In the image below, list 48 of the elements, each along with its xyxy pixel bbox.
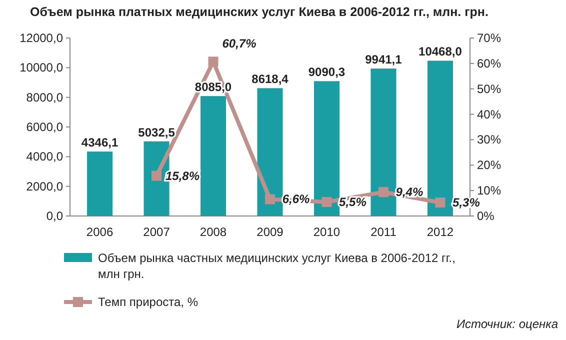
y-tick-label: 6000,0 [26, 120, 64, 134]
bar [427, 60, 453, 216]
point [152, 170, 162, 181]
legend-label: Темп прироста, % [98, 295, 198, 309]
x-tick-label: 2010 [313, 225, 340, 239]
x-tick-label: 2006 [86, 225, 114, 239]
x-tick-label: 2011 [370, 225, 397, 239]
data-label: 60,7% [222, 36, 257, 51]
data-label: 8618,4 [252, 72, 289, 86]
y2-tick-label: 20% [477, 158, 502, 172]
bar [314, 81, 340, 216]
data-label: 4346,1 [81, 136, 118, 150]
bar [370, 68, 396, 216]
point [208, 56, 218, 67]
y-tick-label: 12000,0 [20, 31, 64, 45]
data-label: 10468,0 [418, 44, 462, 59]
data-label: 5,5% [339, 195, 367, 210]
bar [200, 96, 226, 216]
x-tick-label: 2009 [256, 225, 284, 239]
y2-tick-label: 0% [477, 209, 495, 223]
y-tick-label: 10000,0 [20, 60, 64, 75]
data-label: 5032,5 [138, 125, 176, 140]
legend-label: Объем рынка частных медицинских услуг Киева в 2006-2012 гг., млн грн. [98, 251, 456, 281]
data-label: 9941,1 [365, 52, 402, 67]
data-label: 9090,3 [308, 65, 346, 80]
y2-tick-label: 30% [477, 132, 502, 147]
y2-tick-label: 50% [477, 82, 502, 96]
y2-tick-label: 60% [477, 56, 502, 70]
point [322, 197, 332, 208]
y-tick-label: 4000,0 [26, 150, 64, 164]
y2-tick-label: 40% [477, 107, 502, 122]
x-tick-label: 2007 [143, 225, 170, 239]
y-tick-label: 2000,0 [26, 179, 64, 194]
data-label: 9,4% [396, 185, 424, 200]
x-tick-label: 2008 [200, 225, 227, 239]
data-label: 8085,0 [194, 80, 232, 94]
point [265, 194, 275, 204]
text: Источник: оценка [456, 317, 558, 331]
y-tick-label: 0,0 [46, 209, 64, 223]
point [378, 187, 388, 198]
y2-tick-label: 70% [477, 31, 502, 45]
point [435, 198, 446, 208]
y-tick-label: 8000,0 [26, 90, 64, 104]
y2-tick-label: 10% [477, 184, 502, 198]
chart-title: Объем рынка платных медицинских услуг Киева в 2006-2012 гг., млн. грн. [30, 5, 488, 19]
bar [87, 152, 113, 216]
bar [257, 88, 283, 216]
x-tick-label: 2012 [426, 225, 454, 239]
